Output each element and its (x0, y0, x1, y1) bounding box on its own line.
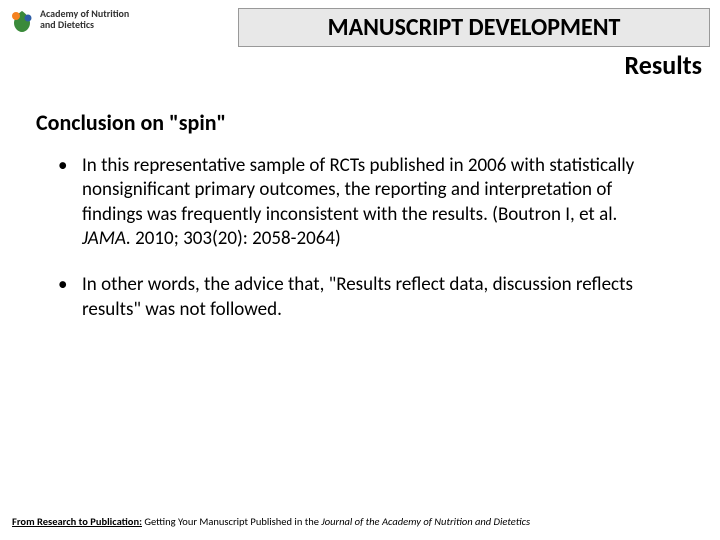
bullet-text-pre: In other words, the advice that, "Result… (82, 273, 633, 320)
header-row: Academy of Nutrition and Dietetics MANUS… (0, 0, 720, 47)
logo: Academy of Nutrition and Dietetics (8, 8, 188, 36)
bullet-text-pre: In this representative sample of RCTs pu… (82, 154, 634, 226)
list-item: In this representative sample of RCTs pu… (58, 154, 670, 251)
logo-mark-icon (8, 8, 36, 36)
footer-bold: From Research to Publication: (12, 515, 142, 528)
section-heading: Conclusion on "spin" (0, 81, 720, 136)
subtitle: Results (0, 47, 720, 81)
logo-text: Academy of Nutrition and Dietetics (40, 8, 129, 30)
footer: From Research to Publication: Getting Yo… (12, 515, 708, 528)
bullet-list: In this representative sample of RCTs pu… (0, 136, 720, 322)
bullet-text-italic: JAMA. (82, 227, 131, 250)
title-banner: MANUSCRIPT DEVELOPMENT (238, 8, 710, 47)
bullet-text-post: 2010; 303(20): 2058-2064) (131, 227, 341, 250)
footer-pre: Getting Your Manuscript Published in the (142, 515, 321, 528)
footer-italic: Journal of the Academy of Nutrition and … (321, 515, 530, 528)
list-item: In other words, the advice that, "Result… (58, 273, 670, 322)
logo-line2: and Dietetics (40, 19, 129, 30)
